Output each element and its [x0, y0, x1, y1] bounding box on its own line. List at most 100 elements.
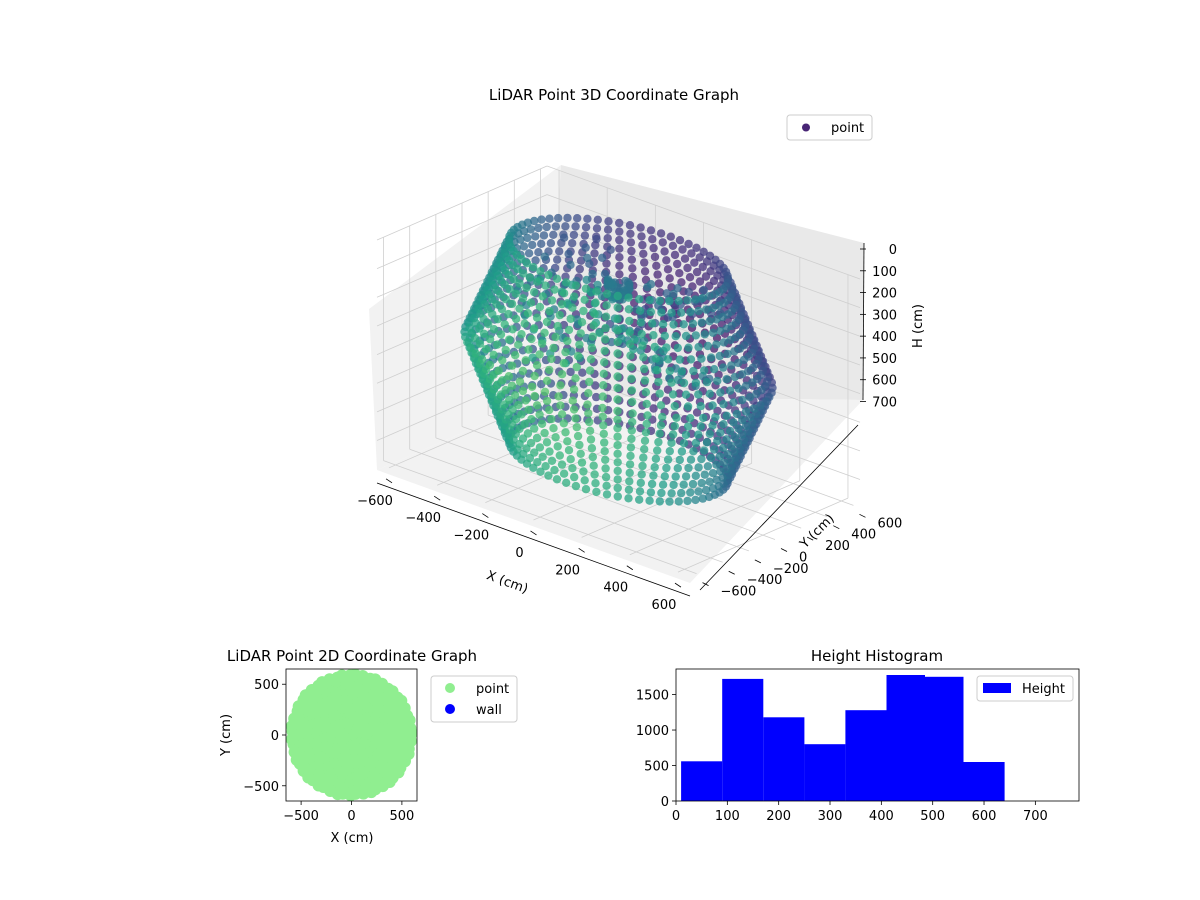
lidar-point — [535, 350, 544, 359]
lidar-point — [666, 232, 675, 241]
x-tick-label-hist: 400 — [869, 809, 894, 824]
x-tick-label: −600 — [357, 494, 393, 509]
lidar-point — [674, 296, 683, 306]
x-tick-label-hist: 700 — [1023, 809, 1048, 824]
lidar-point — [684, 463, 693, 473]
lidar-point — [571, 374, 580, 383]
legend-2d-point-label: point — [476, 682, 509, 697]
lidar-point — [549, 343, 558, 353]
lidar-point — [602, 490, 612, 499]
lidar-point — [599, 421, 608, 430]
lidar-point — [563, 336, 572, 346]
lidar-point — [719, 458, 729, 467]
lidar-point — [654, 279, 664, 288]
z-tick-label: 600 — [872, 374, 897, 389]
z-axis-label: H (cm) — [911, 304, 926, 348]
lidar-point — [665, 296, 674, 306]
lidar-point — [716, 388, 725, 397]
lidar-point — [705, 317, 714, 326]
lidar-point — [571, 414, 580, 423]
lidar-point — [507, 361, 517, 370]
ticks-histogram: 0 100 200 300 400 500 600 700 0 500 1000 1500 — [636, 689, 1048, 824]
lidar-point — [579, 306, 588, 316]
lidar-point — [658, 480, 668, 489]
lidar-point — [592, 234, 601, 244]
lidar-point — [684, 343, 693, 352]
lidar-point — [673, 343, 682, 353]
lidar-point — [501, 385, 510, 395]
lidar-point — [667, 378, 676, 387]
lidar-point — [625, 477, 634, 486]
lidar-point — [514, 400, 523, 410]
point-marker — [403, 714, 416, 727]
lidar-point — [683, 422, 693, 431]
lidar-point — [673, 464, 682, 473]
lidar-point — [530, 288, 539, 297]
lidar-point — [670, 401, 679, 411]
lidar-point — [588, 269, 597, 279]
lidar-point — [500, 320, 509, 329]
lidar-point — [589, 321, 598, 330]
lidar-point — [640, 436, 650, 445]
lidar-point — [598, 392, 607, 401]
lidar-point — [535, 443, 545, 452]
lidar-point — [573, 214, 582, 223]
lidar-point — [635, 295, 644, 304]
lidar-point — [471, 349, 480, 358]
legend-3d-label: point — [831, 121, 864, 136]
lidar-point — [708, 469, 718, 478]
lidar-point — [530, 216, 539, 226]
lidar-point — [672, 413, 681, 422]
point-marker — [383, 776, 396, 788]
lidar-point — [613, 432, 622, 441]
lidar-point — [715, 351, 724, 361]
lidar-point — [626, 238, 636, 247]
z-axis-line — [862, 242, 865, 401]
lidar-point — [505, 395, 514, 404]
lidar-point — [549, 424, 558, 433]
lidar-point — [627, 434, 636, 444]
lidar-point — [532, 361, 542, 370]
lidar-point — [649, 404, 658, 413]
lidar-point — [592, 392, 601, 402]
lidar-point — [706, 453, 716, 463]
lidar-point — [713, 376, 722, 386]
lidar-point — [601, 312, 611, 321]
lidar-point — [598, 253, 607, 262]
y-axis-line — [699, 424, 859, 591]
legend-2d-wall-marker — [445, 704, 455, 714]
y-tick-label: −600 — [721, 585, 757, 600]
lidar-point — [713, 436, 722, 446]
lidar-point — [627, 426, 636, 435]
lidar-point — [520, 319, 529, 328]
lidar-point — [564, 325, 574, 335]
lidar-point — [627, 246, 636, 256]
lidar-point — [532, 401, 542, 410]
lidar-point — [738, 395, 747, 405]
lidar-point — [523, 309, 533, 318]
lidar-point — [573, 431, 583, 441]
chart-histogram: Height Histogram 0 100 200 300 400 500 600 7000… — [636, 647, 1080, 824]
lidar-point — [638, 461, 647, 471]
lidar-point — [587, 444, 597, 453]
lidar-point — [722, 464, 731, 474]
lidar-point — [725, 386, 735, 395]
lidar-point — [608, 280, 618, 289]
lidar-point — [625, 339, 635, 349]
lidar-point — [592, 487, 601, 497]
x-tick-label-2d: −500 — [283, 809, 319, 824]
lidar-point — [573, 351, 583, 361]
lidar-point — [625, 316, 634, 326]
lidar-point — [688, 479, 698, 489]
lidar-point — [553, 321, 562, 331]
lidar-point — [561, 428, 570, 437]
lidar-point — [566, 314, 575, 323]
grid-floor-x — [629, 480, 800, 556]
lidar-point — [625, 328, 634, 337]
z-tick-label: 400 — [872, 330, 897, 345]
legend-histogram: Height — [976, 675, 1074, 702]
lidar-point — [545, 405, 554, 415]
lidar-point — [640, 364, 649, 374]
lidar-point — [547, 456, 557, 465]
lidar-point — [719, 420, 728, 429]
